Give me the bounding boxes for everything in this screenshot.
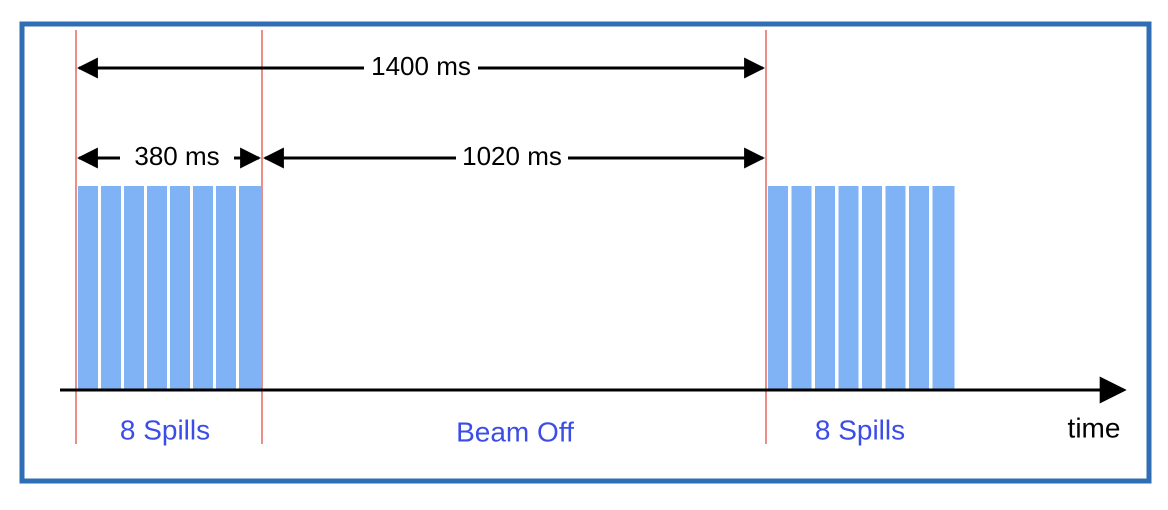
spills-group-1 <box>78 186 261 390</box>
phase-label: 8 Spills <box>120 414 210 445</box>
frame <box>19 21 1152 484</box>
beam-on-label: 380 ms <box>134 141 219 171</box>
phase-label: 8 Spills <box>815 414 905 445</box>
axis-label: time <box>1068 412 1121 443</box>
beam-off-label: 1020 ms <box>462 141 562 171</box>
spills-group-2 <box>768 186 955 390</box>
period-label: 1400 ms <box>371 51 471 81</box>
phase-label: Beam Off <box>456 416 574 447</box>
